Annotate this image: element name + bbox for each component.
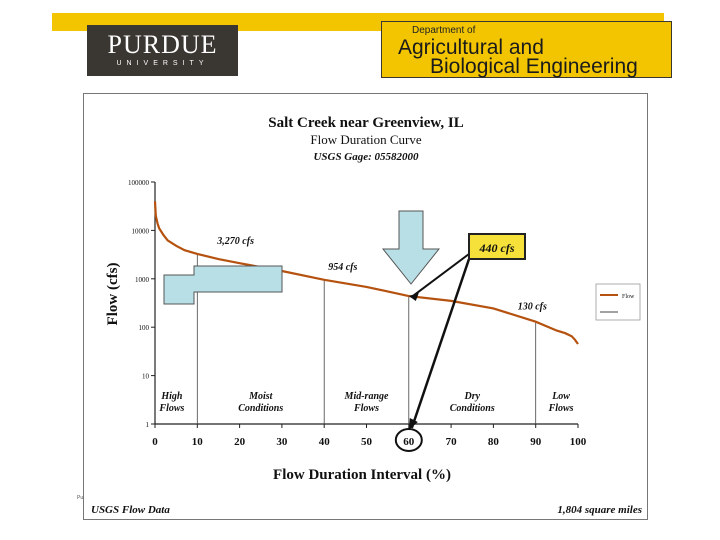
chart-subtitle: Flow Duration Curve (310, 132, 421, 147)
zone-label: Moist (248, 391, 274, 402)
y-tick-label: 10000 (132, 227, 150, 235)
zone-label: Conditions (450, 403, 495, 414)
annotation-label: 130 cfs (518, 302, 547, 313)
callout-pointer (412, 253, 470, 297)
zone-label: Low (551, 391, 570, 402)
down-arrow-icon (381, 210, 441, 285)
callout-arrowhead (408, 293, 419, 302)
dept-line2: Biological Engineering (430, 55, 638, 78)
highlight-circle (394, 428, 423, 452)
y-tick-label: 1 (146, 421, 150, 429)
zone-label: Flows (353, 403, 379, 414)
footer-fragment: Pu (77, 495, 84, 501)
x-tick-label: 30 (276, 436, 288, 448)
chart-figure: Salt Creek near Greenview, IL Flow Durat… (83, 93, 648, 520)
y-tick-label: 1000 (135, 276, 150, 284)
zone-label: Conditions (238, 403, 283, 414)
footer-source: USGS Flow Data (91, 504, 170, 516)
abe-logo: Department of Agricultural and Biologica… (381, 21, 672, 78)
zone-label: Dry (463, 391, 480, 402)
y-tick-label: 100000 (128, 179, 150, 187)
chart-title: Salt Creek near Greenview, IL (268, 115, 463, 131)
legend-entry: Flow (622, 294, 635, 300)
left-arrow-icon (163, 265, 283, 305)
dept-prefix: Department of (412, 25, 476, 36)
x-tick-label: 50 (361, 436, 373, 448)
callout-pointer-down (410, 258, 471, 429)
footer-area: 1,804 square miles (557, 504, 642, 516)
zone-label: High (160, 391, 183, 402)
y-axis-label: Flow (cfs) (105, 263, 121, 326)
annotations: 3,270 cfs 954 cfs 130 cfs (216, 236, 547, 430)
x-tick-label: 40 (319, 436, 331, 448)
purdue-logo: PURDUE UNIVERSITY (87, 25, 238, 76)
x-tick-label: 100 (570, 436, 587, 448)
callout-arrowhead-down (408, 418, 418, 430)
y-tick-label: 100 (139, 324, 150, 332)
callout-label: 440 cfs (479, 241, 515, 255)
purdue-university: UNIVERSITY (116, 60, 209, 67)
x-tick-label: 10 (192, 436, 204, 448)
zone-label: Flows (548, 403, 574, 414)
x-tick-label: 70 (446, 436, 458, 448)
chart-gage: USGS Gage: 05582000 (313, 151, 419, 163)
x-tick-label: 90 (530, 436, 542, 448)
annotation-label: 954 cfs (328, 262, 357, 273)
axes: 1 10 100 1000 10000 100000 0 10 20 30 40 50 60 70 80 90… (128, 179, 587, 452)
dept-line1: Agricultural and (398, 36, 544, 59)
x-tick-label: 20 (234, 436, 246, 448)
flow-duration-chart: Salt Creek near Greenview, IL Flow Durat… (91, 115, 642, 516)
y-tick-label: 10 (142, 373, 150, 381)
annotation-label: 3,270 cfs (216, 236, 254, 247)
legend: Flow (595, 283, 641, 321)
callout-box (468, 233, 526, 260)
purdue-name: PURDUE (107, 30, 218, 59)
zone-labels: HighFlowsMoistConditionsMid-rangeFlowsDr… (158, 391, 573, 414)
zone-label: Flows (158, 403, 184, 414)
x-tick-label: 0 (152, 436, 158, 448)
zone-label: Mid-range (344, 391, 389, 402)
x-tick-label: 80 (488, 436, 500, 448)
x-tick-label: 60 (403, 436, 415, 448)
x-axis-label: Flow Duration Interval (%) (273, 467, 451, 483)
